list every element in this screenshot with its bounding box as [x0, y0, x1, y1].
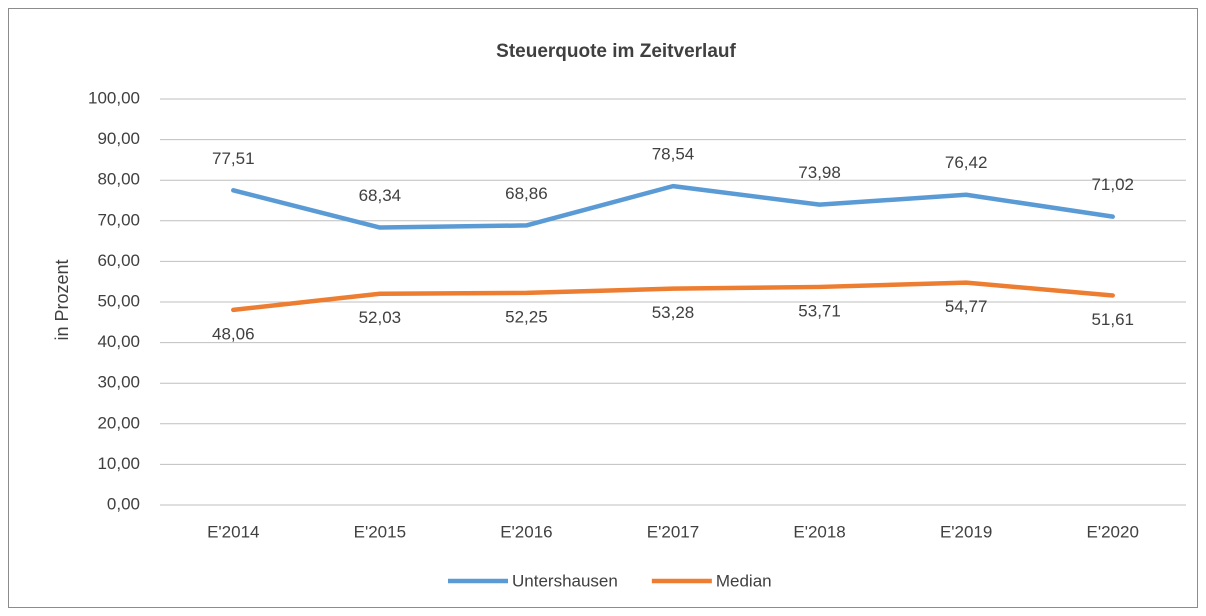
- x-tick-label: E'2018: [793, 522, 845, 541]
- legend-label: Median: [716, 571, 772, 590]
- data-label: 52,25: [505, 307, 548, 326]
- x-tick-label: E'2015: [354, 522, 406, 541]
- data-label: 73,98: [798, 163, 841, 182]
- y-tick-label: 10,00: [97, 454, 140, 473]
- data-label: 78,54: [652, 145, 695, 164]
- y-tick-label: 0,00: [107, 494, 140, 513]
- legend-label: Untershausen: [512, 571, 618, 590]
- data-label: 76,42: [945, 153, 988, 172]
- data-label: 68,86: [505, 184, 548, 203]
- series-line: [231, 183, 1115, 230]
- y-tick-label: 20,00: [97, 413, 140, 432]
- y-tick-label: 100,00: [88, 88, 140, 107]
- data-label: 54,77: [945, 297, 988, 316]
- y-tick-label: 30,00: [97, 373, 140, 392]
- x-tick-label: E'2014: [207, 522, 259, 541]
- data-label: 71,02: [1091, 175, 1134, 194]
- x-tick-label: E'2016: [500, 522, 552, 541]
- data-label: 68,34: [359, 186, 402, 205]
- y-tick-label: 70,00: [97, 210, 140, 229]
- series-line: [231, 280, 1115, 313]
- y-tick-label: 90,00: [97, 129, 140, 148]
- y-tick-label: 40,00: [97, 332, 140, 351]
- x-tick-label: E'2020: [1087, 522, 1139, 541]
- y-tick-label: 60,00: [97, 251, 140, 270]
- y-tick-label: 50,00: [97, 291, 140, 310]
- data-label: 52,03: [359, 308, 402, 327]
- data-label: 48,06: [212, 324, 255, 343]
- data-label: 53,28: [652, 303, 695, 322]
- y-tick-label: 80,00: [97, 170, 140, 189]
- chart-title: Steuerquote im Zeitverlauf: [496, 41, 736, 62]
- data-label: 51,61: [1091, 310, 1134, 329]
- x-tick-label: E'2017: [647, 522, 699, 541]
- data-label: 77,51: [212, 149, 255, 168]
- data-label: 53,71: [798, 301, 841, 320]
- chart-border: [8, 8, 1198, 608]
- y-axis-label: in Prozent: [52, 259, 72, 340]
- x-tick-label: E'2019: [940, 522, 992, 541]
